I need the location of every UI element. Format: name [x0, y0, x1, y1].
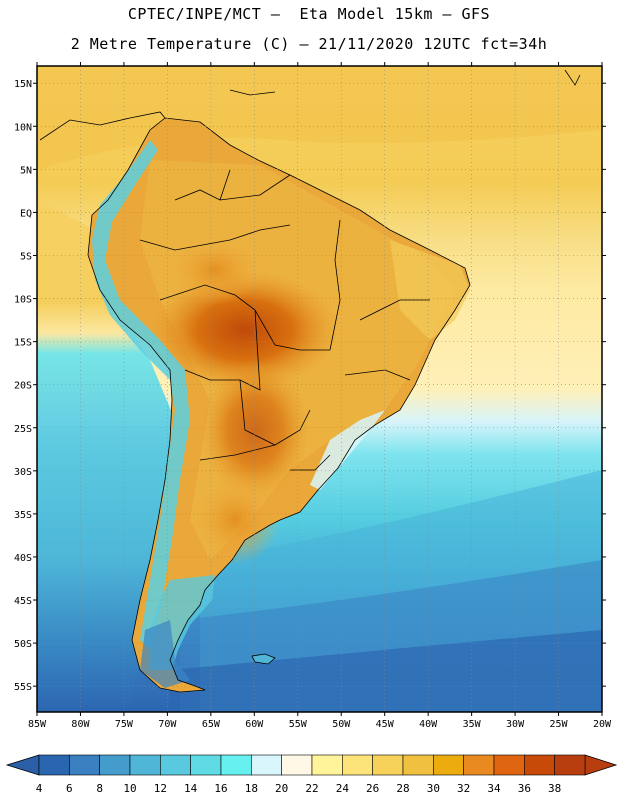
colorbar-swatch	[129, 754, 161, 776]
lon-tick-label: 20W	[593, 719, 612, 730]
colorbar-swatch	[38, 754, 70, 776]
temperature-field	[37, 66, 602, 712]
colorbar-swatch	[190, 754, 222, 776]
colorbar-label: 22	[305, 782, 318, 795]
lon-tick-label: 75W	[115, 719, 134, 730]
colorbar-label: 4	[36, 782, 43, 795]
colorbar-swatch	[311, 754, 343, 776]
lat-tick-label: 50S	[14, 639, 32, 650]
colorbar-label: 24	[336, 782, 350, 795]
colorbar-label: 20	[275, 782, 288, 795]
colorbar-label: 38	[548, 782, 561, 795]
colorbar-label: 14	[184, 782, 198, 795]
colorbar-label: 12	[154, 782, 167, 795]
colorbar-label: 32	[457, 782, 470, 795]
lat-tick-label: 5N	[20, 165, 32, 176]
colorbar-swatch	[402, 754, 434, 776]
colorbar-swatch	[524, 754, 555, 776]
lat-tick-label: 40S	[14, 553, 32, 564]
lat-tick-label: 10N	[14, 122, 32, 133]
colorbar-label: 30	[427, 782, 440, 795]
colorbar-swatch	[69, 754, 100, 776]
title-line-1: CPTEC/INPE/MCT – Eta Model 15km – GFS	[127, 5, 491, 23]
colorbar-label: 34	[487, 782, 501, 795]
colorbar-label: 10	[123, 782, 136, 795]
colorbar-label: 16	[214, 782, 227, 795]
title-line-2: 2 Metre Temperature (C) – 21/11/2020 12U…	[70, 35, 548, 53]
lat-tick-label: 45S	[14, 596, 32, 607]
lon-tick-label: 60W	[245, 719, 264, 730]
lat-tick-label: 35S	[14, 510, 32, 521]
lon-tick-label: 80W	[71, 719, 90, 730]
lat-tick-label: 30S	[14, 467, 32, 478]
colorbar-swatch	[281, 754, 313, 776]
colorbar-label: 28	[396, 782, 409, 795]
colorbar-swatch	[433, 754, 464, 776]
lat-tick-label: 5S	[20, 251, 32, 262]
lon-tick-label: 50W	[332, 719, 351, 730]
lon-tick-label: 65W	[202, 719, 221, 730]
colorbar-label: 26	[366, 782, 379, 795]
colorbar: 4 6 8 10 12 14 16 18 20 22 24 26 28 30 32 34 36 38	[5, 754, 618, 795]
colorbar-label: 18	[245, 782, 258, 795]
colorbar-swatch	[251, 754, 282, 776]
map-frame	[36, 65, 603, 713]
lat-tick-label: 15S	[14, 338, 32, 349]
lon-tick-label: 45W	[376, 719, 395, 730]
colorbar-swatch	[554, 754, 586, 776]
lon-tick-label: 40W	[419, 719, 438, 730]
lat-tick-label: 10S	[14, 295, 32, 306]
colorbar-swatch	[160, 754, 191, 776]
country-borders	[87, 117, 471, 693]
lat-tick-label: 15N	[14, 79, 32, 90]
lat-tick-label: 20S	[14, 381, 32, 392]
colorbar-label: 36	[518, 782, 531, 795]
lon-tick-label: 85W	[28, 719, 47, 730]
lat-tick-label: EQ	[20, 208, 32, 219]
lon-tick-label: 25W	[550, 719, 569, 730]
lon-tick-label: 35W	[463, 719, 482, 730]
colorbar-label: 8	[96, 782, 103, 795]
lon-tick-label: 30W	[506, 719, 525, 730]
colorbar-swatch	[493, 754, 525, 776]
colorbar-label: 6	[66, 782, 73, 795]
colorbar-swatch	[342, 754, 373, 776]
colorbar-swatch	[463, 754, 495, 776]
lat-tick-label: 25S	[14, 424, 32, 435]
colorbar-swatch	[220, 754, 252, 776]
colorbar-high-arrow	[584, 754, 618, 776]
colorbar-swatch	[372, 754, 404, 776]
lat-tick-label: 55S	[14, 682, 32, 693]
lon-tick-label: 55W	[289, 719, 308, 730]
colorbar-low-arrow	[5, 754, 40, 776]
colorbar-swatch	[99, 754, 131, 776]
lon-tick-label: 70W	[158, 719, 177, 730]
axis-ticks: 15N 10N 5N EQ 5S 10S 15S 20S 25S 30S 35S 40S 45S 50S 5…	[14, 62, 612, 730]
